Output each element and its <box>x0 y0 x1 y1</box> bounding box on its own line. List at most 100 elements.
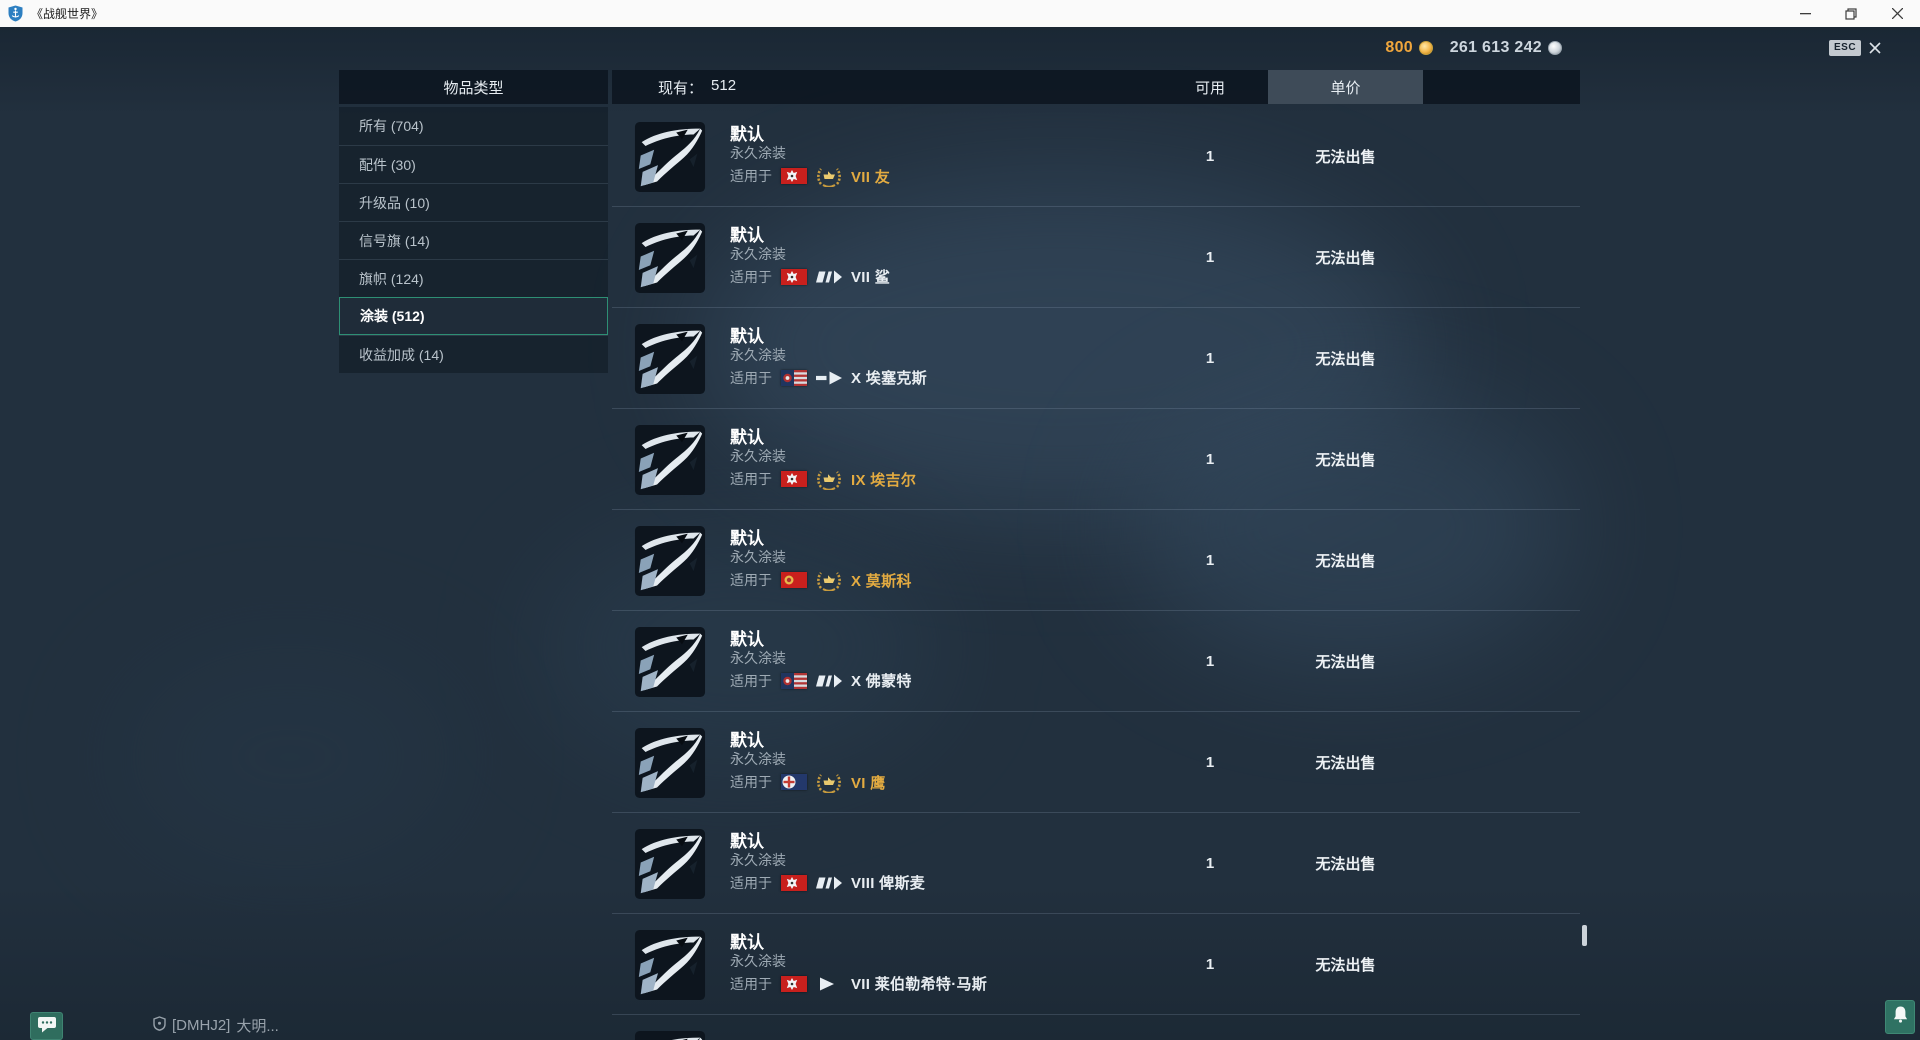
category-label: 信号旗 (14) <box>359 232 430 249</box>
price-value: 无法出售 <box>1315 351 1376 368</box>
ship-tier-and-name: VII 莱伯勒希特·马斯 <box>851 976 988 993</box>
item-subtitle: 永久涂装 <box>730 751 786 767</box>
column-available[interactable]: 可用 <box>1194 79 1225 97</box>
category-label: 配件 (30) <box>359 156 416 173</box>
quantity-value: 1 <box>1205 754 1215 771</box>
background-haze <box>1130 387 1570 667</box>
ship-tier-and-name: IX 埃吉尔 <box>851 471 917 489</box>
player-context-button[interactable]: [DMHJ2] 大明... <box>153 1015 279 1036</box>
inventory-row[interactable] <box>612 1015 1580 1040</box>
camouflage-icon <box>634 1030 706 1040</box>
inventory-row[interactable]: 默认 永久涂装 适用于 VIII 俾斯麦 1 无法出售 <box>612 813 1580 914</box>
player-name: 大明... <box>236 1018 279 1035</box>
background-haze <box>540 527 940 767</box>
premium-wreath-icon <box>816 569 842 591</box>
minimize-button-icon[interactable] <box>1782 0 1828 27</box>
applies-to-line: 适用于 VII 鲨 <box>730 266 890 287</box>
clan-tag: [DMHJ2] <box>172 1017 231 1034</box>
doubloons-value: 800 <box>1385 39 1413 56</box>
item-title: 默认 <box>730 832 764 851</box>
applies-to-label: 适用于 <box>730 672 772 689</box>
ship-tier-and-name: X 埃塞克斯 <box>851 370 927 387</box>
restore-button-icon[interactable] <box>1828 0 1874 27</box>
applies-to-label: 适用于 <box>730 471 772 487</box>
price-value: 无法出售 <box>1315 654 1376 671</box>
camouflage-icon <box>634 828 706 900</box>
inventory-row[interactable]: 默认 永久涂装 适用于 VII 友 1 无法出售 <box>612 106 1580 207</box>
inventory-row[interactable]: 默认 永久涂装 适用于 VII 莱伯勒希特·马斯 1 无法出售 <box>612 914 1580 1015</box>
chat-button[interactable] <box>30 1012 63 1040</box>
price-value: 无法出售 <box>1315 149 1376 166</box>
esc-close-control: ESC <box>1829 40 1881 56</box>
category-label: 所有 (704) <box>359 118 424 134</box>
close-x-icon[interactable] <box>1869 42 1881 54</box>
unit-price-label: 单价 <box>1330 79 1361 97</box>
inventory-row[interactable]: 默认 永久涂装 适用于 X 佛蒙特 1 无法出售 <box>612 611 1580 712</box>
camouflage-icon <box>634 929 706 1001</box>
item-title: 默认 <box>730 529 764 548</box>
price-value: 无法出售 <box>1315 755 1376 772</box>
applies-to-label: 适用于 <box>730 268 772 285</box>
inventory-row[interactable]: 默认 永久涂装 适用于 X 莫斯科 1 无法出售 <box>612 510 1580 611</box>
destroyer-icon <box>816 977 842 991</box>
inventory-row[interactable]: 默认 永久涂装 适用于 VII 鲨 1 无法出售 <box>612 207 1580 308</box>
sidebar-category[interactable]: 所有 (704) <box>339 107 608 145</box>
sidebar-category[interactable]: 涂装 (512) <box>339 297 608 335</box>
item-title: 默认 <box>730 428 764 447</box>
storage-screen: 800 261 613 242 ESC 物品类型 现有： 512 可用 <box>0 27 1920 1040</box>
price-value: 无法出售 <box>1315 553 1376 570</box>
ship-tier-and-name: VII 鲨 <box>851 269 891 286</box>
window-controls <box>1782 0 1920 27</box>
battleship-icon <box>816 270 842 284</box>
quantity-value: 1 <box>1205 956 1215 973</box>
camouflage-icon <box>634 626 706 698</box>
quantity-value: 1 <box>1205 855 1215 872</box>
scrollbar-thumb[interactable] <box>1582 925 1587 946</box>
applies-to-label: 适用于 <box>730 369 772 386</box>
header-main: 现有： 512 可用 单价 <box>612 70 1580 104</box>
sidebar-category[interactable]: 信号旗 (14) <box>339 221 608 259</box>
clan-shield-icon <box>153 1016 166 1035</box>
sidebar-category[interactable]: 升级品 (10) <box>339 183 608 221</box>
item-subtitle: 永久涂装 <box>730 852 786 868</box>
category-label: 升级品 (10) <box>359 194 430 211</box>
ussr-flag-icon <box>781 572 807 588</box>
item-subtitle: 永久涂装 <box>730 145 786 161</box>
item-subtitle: 永久涂装 <box>730 549 786 565</box>
item-title: 默认 <box>730 933 764 952</box>
item-title: 默认 <box>730 125 764 144</box>
notifications-button[interactable] <box>1885 1000 1915 1034</box>
applies-to-label: 适用于 <box>730 168 772 184</box>
os-titlebar: 《战舰世界》 <box>0 0 1920 27</box>
sidebar-category[interactable]: 配件 (30) <box>339 145 608 183</box>
inventory-row[interactable]: 默认 永久涂装 适用于 VI 鹰 1 无法出售 <box>612 712 1580 813</box>
esc-key-button[interactable]: ESC <box>1829 40 1862 56</box>
doubloons-counter[interactable]: 800 <box>1385 38 1433 58</box>
sidebar-category[interactable]: 收益加成 (14) <box>339 335 608 373</box>
applies-to-line: 适用于 VIII 俾斯麦 <box>730 872 925 893</box>
ship-tier-and-name: X 莫斯科 <box>851 572 912 590</box>
camouflage-icon <box>634 727 706 799</box>
close-button-icon[interactable] <box>1874 0 1920 27</box>
bell-icon <box>1892 1005 1909 1029</box>
sidebar-category[interactable]: 旗帜 (124) <box>339 259 608 297</box>
usa-flag-icon <box>781 369 807 386</box>
item-title: 默认 <box>730 630 764 649</box>
price-value: 无法出售 <box>1315 856 1376 873</box>
credits-counter[interactable]: 261 613 242 <box>1450 38 1562 58</box>
column-unit-price-selected[interactable]: 单价 <box>1268 70 1423 104</box>
applies-to-line: 适用于 X 莫斯科 <box>730 569 912 591</box>
inventory-row[interactable]: 默认 永久涂装 适用于 IX 埃吉尔 1 无法出售 <box>612 409 1580 510</box>
item-subtitle: 永久涂装 <box>730 347 786 363</box>
premium-wreath-icon <box>816 771 842 793</box>
owned-value: 512 <box>711 76 737 94</box>
applies-to-label: 适用于 <box>730 975 772 992</box>
item-subtitle: 永久涂装 <box>730 448 786 464</box>
inventory-row[interactable]: 默认 永久涂装 适用于 X 埃塞克斯 1 无法出售 <box>612 308 1580 409</box>
header-item-type: 物品类型 <box>339 70 608 104</box>
usa-flag-icon <box>781 672 807 689</box>
germany-flag-icon <box>781 268 807 285</box>
camouflage-icon <box>634 121 706 193</box>
premium-wreath-icon <box>816 468 842 490</box>
